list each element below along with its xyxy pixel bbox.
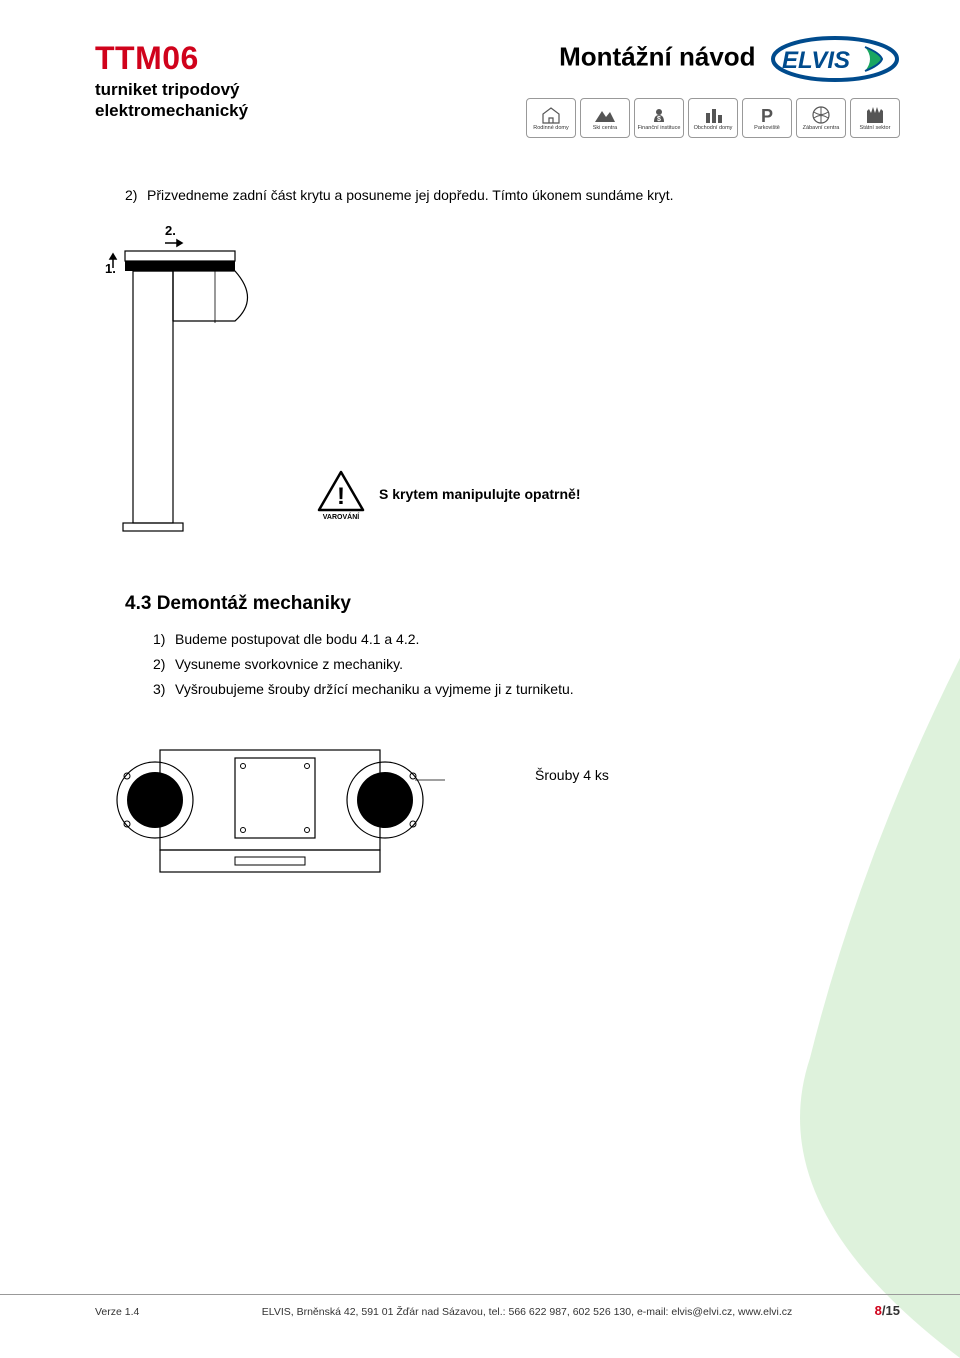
section-4-3-heading: 4.3 Demontáž mechaniky [125, 593, 860, 615]
manual-title: Montážní návod [559, 42, 755, 72]
svg-text:VAROVÁNÍ: VAROVÁNÍ [323, 512, 360, 520]
svg-text:!: ! [337, 483, 345, 510]
footer-page: 8/15 [875, 1303, 900, 1318]
screws-label: Šrouby 4 ks [535, 767, 609, 783]
page-footer: Verze 1.4 ELVIS, Brněnská 42, 591 01 Žďá… [0, 1294, 960, 1318]
product-subtitle-2: elektromechanický [95, 101, 248, 120]
diagram-mechanism-top: Šrouby 4 ks [105, 732, 860, 902]
category-rodinne-domy: Rodinné domy [526, 98, 576, 138]
warning-block: ! VAROVÁNÍ S krytem manipulujte opatrně! [315, 468, 580, 520]
step-2-text: 2)Přizvedneme zadní část krytu a posunem… [125, 187, 860, 203]
category-statni: Státní sektor [850, 98, 900, 138]
brand-logo: ELVIS [770, 35, 900, 88]
category-icons-row: Rodinné domy Ski centra $ Finanční insti… [526, 98, 900, 138]
product-subtitle-1: turniket tripodový [95, 80, 240, 99]
category-zabavni: Zábavní centra [796, 98, 846, 138]
svg-text:2.: 2. [165, 223, 176, 238]
svg-text:1.: 1. [105, 261, 116, 276]
section-4-3-steps: 1)Budeme postupovat dle bodu 4.1 a 4.2. … [125, 627, 860, 703]
svg-text:ELVIS: ELVIS [782, 47, 850, 74]
page-header: TTM06 turniket tripodový elektromechanic… [0, 0, 960, 122]
category-ski-centra: Ski centra [580, 98, 630, 138]
svg-text:$: $ [657, 116, 661, 123]
page-content: 2)Přizvedneme zadní část krytu a posunem… [0, 122, 960, 903]
svg-text:P: P [761, 106, 773, 125]
diagram-turnstile-side: 2. 1. ! VAROVÁNÍ S krytem manipulujte op [105, 223, 860, 543]
category-parkoviste: P Parkoviště [742, 98, 792, 138]
footer-address: ELVIS, Brněnská 42, 591 01 Žďár nad Sáza… [179, 1306, 874, 1318]
warning-icon: ! VAROVÁNÍ [315, 468, 367, 520]
category-financni: $ Finanční instituce [634, 98, 684, 138]
footer-version: Verze 1.4 [95, 1306, 139, 1318]
warning-text: S krytem manipulujte opatrně! [379, 486, 580, 502]
category-obchodni: Obchodní domy [688, 98, 738, 138]
